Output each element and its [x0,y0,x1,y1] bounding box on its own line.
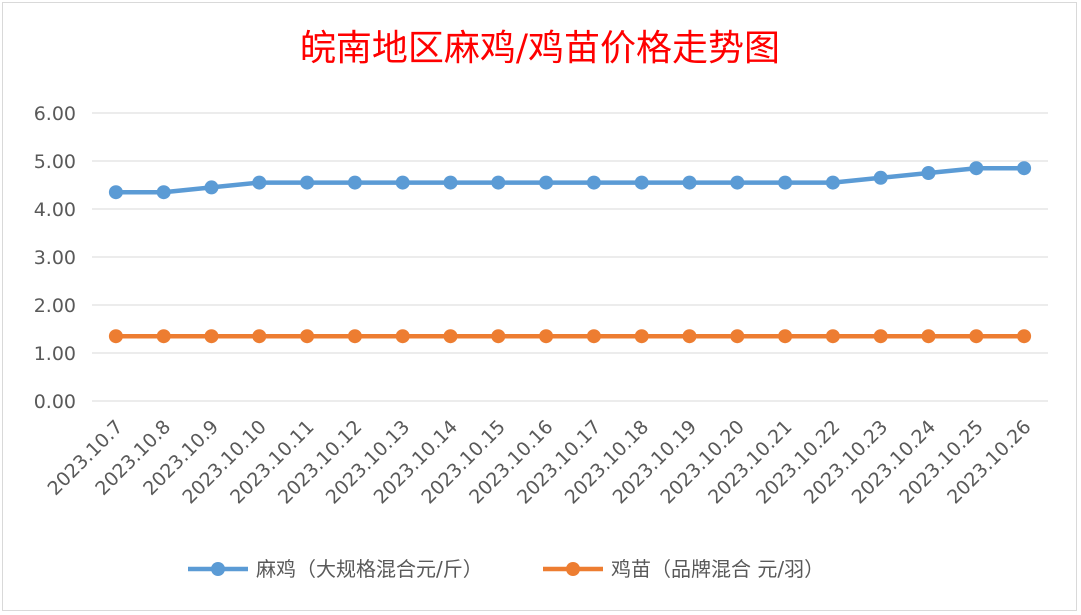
data-point [586,329,601,344]
y-tick-label: 2.00 [34,295,76,317]
y-tick-label: 3.00 [34,247,76,269]
legend-marker [566,562,580,576]
data-point [539,175,554,190]
data-point [778,329,793,344]
legend-marker [211,562,225,576]
y-axis-ticks: 0.00 1.00 2.00 3.00 4.00 5.00 6.00 [34,103,76,413]
data-point [395,175,410,190]
legend: 麻鸡（大规格混合元/斤） 鸡苗（品牌混合 元/羽） [188,557,824,581]
data-point [969,329,984,344]
data-point [539,329,554,344]
data-point [1017,161,1032,176]
data-point [1017,329,1032,344]
data-point [395,329,410,344]
series-line [115,165,1025,195]
data-point [778,175,793,190]
series-1 [108,161,1032,200]
y-tick-label: 0.00 [34,391,76,413]
data-point [300,175,315,190]
data-point [873,170,888,185]
y-tick-label: 4.00 [34,199,76,221]
data-point [108,185,123,200]
legend-label: 麻鸡（大规格混合元/斤） [256,557,483,581]
legend-item-1: 麻鸡（大规格混合元/斤） [188,557,483,581]
data-point [682,175,697,190]
data-point [634,175,649,190]
legend-label: 鸡苗（品牌混合 元/羽） [611,557,824,581]
data-point [108,329,123,344]
data-point [156,329,171,344]
data-point [634,329,649,344]
data-point [969,161,984,176]
legend-item-2: 鸡苗（品牌混合 元/羽） [543,557,824,581]
data-point [347,329,362,344]
y-tick-label: 6.00 [34,103,76,125]
data-point [730,175,745,190]
data-point [204,329,219,344]
data-point [730,329,745,344]
data-point [347,175,362,190]
chart-title: 皖南地区麻鸡/鸡苗价格走势图 [300,28,780,69]
data-point [252,175,267,190]
data-point [825,329,840,344]
data-point [682,329,697,344]
y-tick-label: 1.00 [34,343,76,365]
data-point [586,175,601,190]
series-2 [108,329,1032,344]
data-point [491,329,506,344]
series-group [108,161,1032,344]
y-tick-label: 5.00 [34,151,76,173]
data-point [491,175,506,190]
data-point [873,329,888,344]
x-axis-ticks: 2023.10.72023.10.82023.10.92023.10.10202… [43,416,1035,508]
data-point [443,329,458,344]
data-point [921,166,936,180]
data-point [204,180,219,195]
data-point [300,329,315,344]
gridlines [92,112,1048,402]
data-point [921,329,936,344]
data-point [825,175,840,190]
data-point [443,175,458,190]
data-point [252,329,267,344]
data-point [156,185,171,200]
